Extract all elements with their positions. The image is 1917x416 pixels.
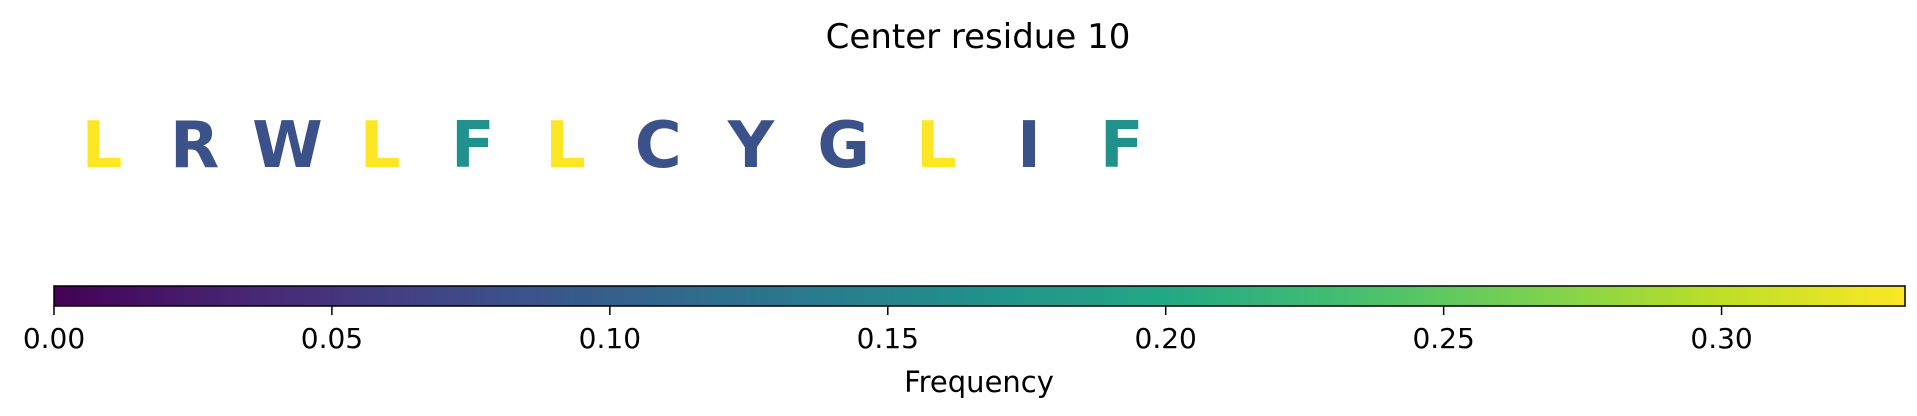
colorbar-label: Frequency — [904, 365, 1054, 399]
residue-letter-8: Y — [727, 109, 775, 183]
residue-letter-5: F — [451, 109, 495, 183]
residue-letter-10: L — [916, 109, 957, 183]
residue-letter-11: I — [1017, 109, 1041, 183]
residue-letter-4: L — [360, 109, 401, 183]
colorbar-tick-label-3: 0.15 — [857, 322, 919, 355]
colorbar-tick-label-0: 0.00 — [23, 322, 85, 355]
colorbar-axis: 0.00 0.05 0.10 0.15 0.20 0.25 0.30 — [23, 306, 1753, 355]
residue-letter-3: W — [252, 109, 323, 183]
residue-letter-6: L — [545, 109, 586, 183]
colorbar-tick-label-2: 0.10 — [579, 322, 641, 355]
colorbar-tick-label-1: 0.05 — [301, 322, 363, 355]
residue-letter-7: C — [635, 109, 682, 183]
residue-letter-9: G — [817, 109, 870, 183]
residue-letter-12: F — [1100, 109, 1144, 183]
residue-letter-1: L — [82, 109, 123, 183]
residue-letter-2: R — [170, 109, 219, 183]
colorbar-tick-label-4: 0.20 — [1135, 322, 1197, 355]
colorbar-tick-label-5: 0.25 — [1412, 322, 1474, 355]
colorbar — [53, 285, 1906, 307]
colorbar-tick-label-6: 0.30 — [1690, 322, 1752, 355]
chart-title: Center residue 10 — [826, 17, 1131, 57]
